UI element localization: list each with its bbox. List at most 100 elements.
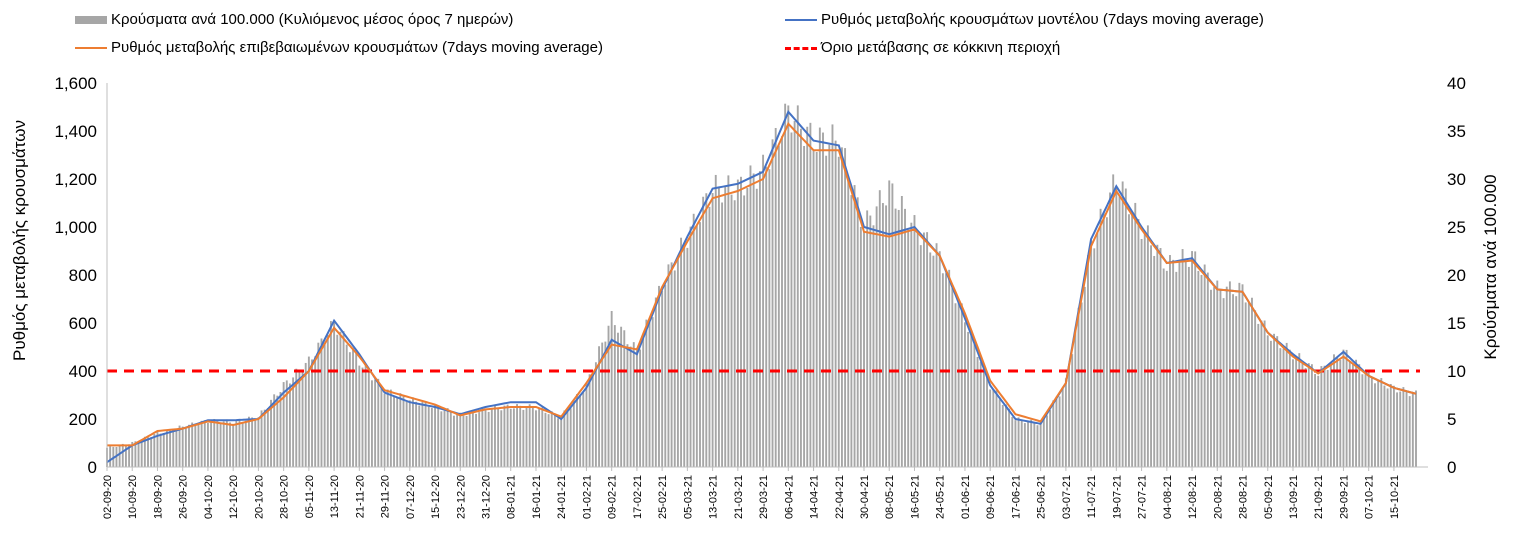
legend-swatch-model <box>785 19 817 22</box>
bar <box>165 429 168 467</box>
bar <box>894 208 897 467</box>
bar <box>705 193 708 468</box>
bar <box>478 412 481 467</box>
bar <box>1178 261 1181 467</box>
bar <box>1115 185 1118 468</box>
bar <box>396 397 399 467</box>
bar <box>673 270 676 467</box>
bar <box>1055 396 1058 467</box>
bar <box>320 338 323 467</box>
bar <box>1213 287 1216 467</box>
bar <box>1336 357 1339 467</box>
bar <box>686 247 689 467</box>
bar <box>143 436 146 467</box>
bar <box>1017 417 1020 467</box>
bar <box>1159 248 1162 467</box>
bar <box>973 339 976 467</box>
x-tick-label: 14-04-21 <box>809 475 821 519</box>
bar <box>935 243 938 467</box>
bar <box>1266 335 1269 467</box>
bar <box>1124 188 1127 468</box>
bar <box>881 203 884 467</box>
x-tick-label: 18-09-20 <box>152 475 164 519</box>
bar <box>1068 366 1070 467</box>
bar <box>806 126 809 467</box>
bar <box>1005 404 1007 467</box>
bar <box>932 255 935 467</box>
bar <box>784 103 787 467</box>
bar <box>680 237 683 467</box>
bar <box>1323 365 1326 467</box>
bar <box>976 356 979 467</box>
x-tick-label: 22-04-21 <box>834 475 846 519</box>
bar <box>1358 364 1361 467</box>
bar <box>1304 368 1307 467</box>
legend-swatch-bars <box>75 16 107 25</box>
bar <box>929 252 932 467</box>
bar <box>658 285 660 467</box>
legend-label-confirmed: Ρυθμός μεταβολής επιβεβαιωμένων κρουσμάτ… <box>111 39 603 56</box>
bar <box>948 269 951 467</box>
bar <box>727 175 730 468</box>
bar <box>538 407 541 467</box>
bar <box>1197 270 1200 467</box>
bar <box>579 395 582 467</box>
bar <box>717 187 720 467</box>
bar <box>774 127 777 467</box>
bar <box>475 413 477 467</box>
bar <box>635 350 638 467</box>
bar <box>1058 396 1061 467</box>
bar <box>323 343 326 467</box>
y-tick-label-left: 1,000 <box>54 218 97 237</box>
bar <box>793 120 796 467</box>
bar <box>771 139 774 467</box>
bar <box>1389 383 1392 467</box>
bar <box>449 411 452 467</box>
y-tick-label-right: 5 <box>1447 410 1456 429</box>
bar <box>594 362 597 467</box>
bar <box>591 372 594 467</box>
bar <box>604 341 607 467</box>
bar <box>1175 271 1178 467</box>
bar <box>1150 245 1152 467</box>
bar <box>434 404 436 467</box>
x-tick-label: 20-08-21 <box>1212 475 1224 519</box>
bar <box>1402 387 1405 467</box>
bar <box>888 180 891 468</box>
x-tick-label: 27-07-21 <box>1137 475 1149 519</box>
bar <box>443 410 446 467</box>
lines-series <box>106 109 1417 464</box>
model-rate-line <box>106 109 1417 464</box>
x-tick-label: 25-02-21 <box>657 475 669 519</box>
bar <box>191 422 194 467</box>
bar <box>692 213 695 467</box>
bar <box>1276 336 1279 467</box>
y-tick-label-right: 35 <box>1447 122 1466 141</box>
x-tick-label: 16-05-21 <box>909 475 921 519</box>
bar <box>825 155 828 467</box>
bar <box>484 408 487 467</box>
bar <box>812 150 815 467</box>
legend-item-confirmed: Ρυθμός μεταβολής επιβεβαιωμένων κρουσμάτ… <box>75 39 603 57</box>
bar <box>412 397 414 467</box>
bar <box>500 410 503 467</box>
bar <box>1361 374 1364 467</box>
legend-item-threshold: Όριο μετάβασης σε κόκκινη περιοχή <box>785 39 1060 57</box>
bar <box>364 364 367 467</box>
x-tick-label: 12-10-20 <box>228 475 240 519</box>
bar <box>904 208 906 467</box>
bar <box>1014 420 1017 467</box>
bar <box>140 439 143 467</box>
bar <box>282 382 285 467</box>
bar <box>1033 423 1036 467</box>
bar <box>1345 349 1348 467</box>
y-axis-label-right: Κρούσματα ανά 100.000 <box>1481 174 1500 360</box>
x-tick-label: 01-06-21 <box>960 475 972 519</box>
bar <box>979 361 982 467</box>
legend-item-model: Ρυθμός μεταβολής κρουσμάτων μοντέλου (7d… <box>785 11 1264 29</box>
y-tick-label-right: 10 <box>1447 362 1466 381</box>
bar <box>964 322 966 467</box>
bar <box>840 147 843 467</box>
bar <box>345 344 348 467</box>
